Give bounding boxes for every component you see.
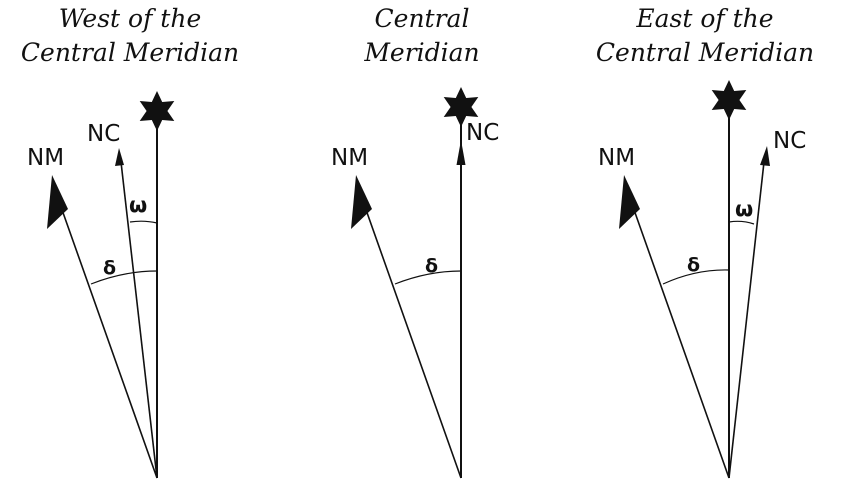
- star-icon: [139, 91, 175, 131]
- title-line-1: East of the: [636, 4, 774, 33]
- panel-west: NM NC ω δ: [27, 91, 175, 479]
- panel-east-title: East of the Central Meridian: [575, 2, 835, 70]
- arrowhead-icon: [115, 148, 124, 166]
- omega-arc: [728, 220, 755, 225]
- title-line-2: Meridian: [364, 38, 480, 67]
- nm-label: NM: [331, 145, 368, 171]
- nc-label: NC: [87, 121, 120, 147]
- omega-arc: [129, 220, 158, 224]
- title-line-1: Central: [374, 4, 470, 33]
- delta-arc: [394, 270, 462, 285]
- title-line-1: West of the: [58, 4, 202, 33]
- delta-label: δ: [425, 255, 438, 277]
- omega-label: ω: [129, 193, 147, 217]
- half-arrowhead-icon: [351, 175, 372, 229]
- panel-west-title: West of the Central Meridian: [0, 2, 260, 70]
- magnetic-north-line: [626, 189, 730, 479]
- nm-label: NM: [27, 145, 64, 171]
- grid-north-line: [120, 161, 158, 479]
- panel-central-title: Central Meridian: [292, 2, 552, 70]
- delta-label: δ: [687, 254, 700, 276]
- nm-label: NM: [598, 145, 635, 171]
- omega-label: ω: [735, 197, 753, 221]
- grid-north-line: [728, 161, 765, 479]
- panel-central: NM NC δ: [331, 87, 499, 479]
- half-arrowhead-icon: [619, 175, 640, 229]
- magnetic-north-line: [54, 189, 158, 479]
- nc-label: NC: [466, 120, 499, 146]
- panel-east: NM NC ω δ: [598, 80, 806, 479]
- magnetic-north-line: [358, 189, 462, 479]
- title-line-2: Central Meridian: [20, 38, 240, 67]
- arrowhead-icon: [760, 146, 770, 166]
- delta-arc: [90, 270, 158, 285]
- title-line-2: Central Meridian: [595, 38, 815, 67]
- nc-label: NC: [773, 128, 806, 154]
- arrowhead-icon: [456, 140, 466, 165]
- star-icon: [711, 80, 747, 120]
- delta-label: δ: [103, 257, 116, 279]
- half-arrowhead-icon: [47, 175, 68, 229]
- star-icon: [443, 87, 479, 127]
- delta-arc: [662, 269, 730, 285]
